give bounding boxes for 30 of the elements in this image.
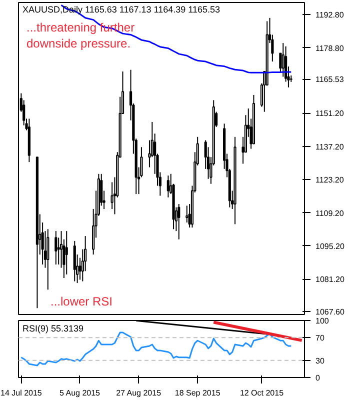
y-tick-label: 1178.80	[316, 44, 344, 53]
candlestick	[65, 230, 68, 275]
candlestick	[54, 230, 58, 265]
candlestick	[186, 205, 188, 224]
annotation: ...lower RSI	[50, 294, 113, 308]
y-tick-label: 70	[316, 334, 325, 343]
y-tick-label: 1109.20	[316, 208, 344, 218]
y-tick-label: 30	[316, 356, 325, 366]
candlestick	[166, 175, 170, 198]
x-tick-label: 18 Sep 2015	[174, 388, 221, 398]
line-series	[20, 332, 292, 366]
y-tick-label: 1137.20	[316, 142, 344, 152]
y-tick-label: 1165.53	[316, 75, 344, 84]
y-tick-label: 1123.20	[316, 176, 344, 185]
x-tick-label: 12 Oct 2015	[240, 388, 284, 398]
candlestick	[282, 42, 284, 78]
x-tick-label: 14 Jul 2015	[0, 388, 42, 398]
y-tick-label: 1151.20	[316, 109, 344, 118]
candlestick	[73, 240, 76, 282]
y-tick-label: 100	[316, 316, 330, 326]
y-tick-label: 1081.20	[316, 275, 345, 284]
chart-title: RSI(9) 55.3139	[22, 324, 84, 334]
y-tick-label: 1192.80	[316, 10, 344, 20]
y-tick-label: 1095.20	[316, 242, 345, 251]
candlestick	[46, 228, 50, 290]
x-tick-label: 27 Aug 2015	[116, 388, 162, 398]
y-tick-label: 1067.60	[316, 307, 345, 316]
y-tick-label: 0	[316, 374, 320, 382]
x-tick-label: 5 Aug 2015	[60, 388, 101, 398]
candlestick	[178, 204, 180, 240]
